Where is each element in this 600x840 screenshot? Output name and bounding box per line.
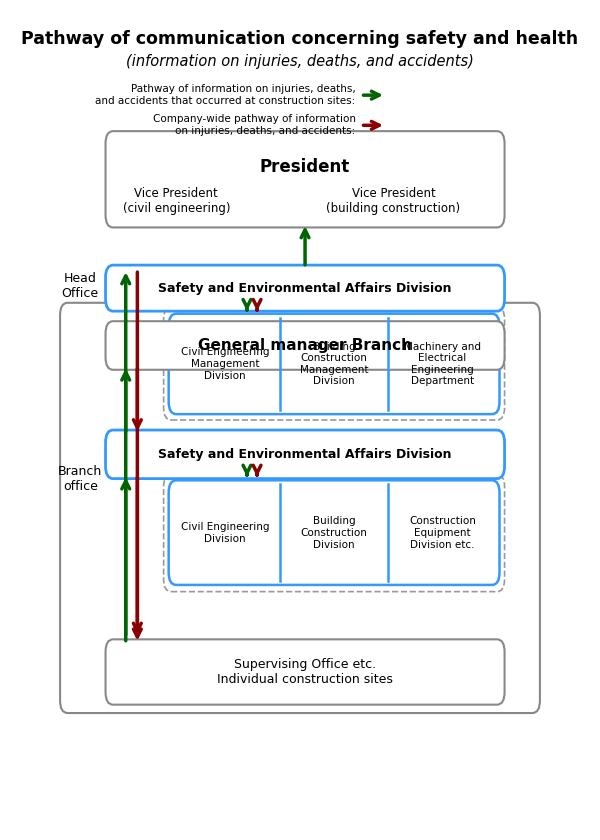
Text: Vice President
(civil engineering): Vice President (civil engineering) bbox=[122, 186, 230, 215]
Text: Building
Construction
Division: Building Construction Division bbox=[301, 517, 367, 549]
FancyBboxPatch shape bbox=[169, 480, 500, 585]
Text: Vice President
(building construction): Vice President (building construction) bbox=[326, 186, 461, 215]
Text: (information on injuries, deaths, and accidents): (information on injuries, deaths, and ac… bbox=[126, 54, 474, 69]
Text: Company-wide pathway of information
on injuries, deaths, and accidents:: Company-wide pathway of information on i… bbox=[152, 114, 356, 136]
Text: Machinery and
Electrical
Engineering
Department: Machinery and Electrical Engineering Dep… bbox=[404, 342, 481, 386]
FancyBboxPatch shape bbox=[106, 430, 505, 479]
Text: Branch
office: Branch office bbox=[58, 465, 103, 492]
FancyBboxPatch shape bbox=[169, 313, 500, 414]
FancyBboxPatch shape bbox=[164, 307, 505, 420]
Text: Construction
Equipment
Division etc.: Construction Equipment Division etc. bbox=[409, 517, 476, 549]
FancyBboxPatch shape bbox=[164, 475, 505, 591]
Text: Pathway of communication concerning safety and health: Pathway of communication concerning safe… bbox=[22, 30, 578, 48]
FancyBboxPatch shape bbox=[106, 321, 505, 370]
Text: Safety and Environmental Affairs Division: Safety and Environmental Affairs Divisio… bbox=[158, 448, 452, 461]
FancyBboxPatch shape bbox=[60, 302, 540, 713]
Text: Building
Construction
Management
Division: Building Construction Management Divisio… bbox=[299, 342, 368, 386]
Text: Civil Engineering
Management
Division: Civil Engineering Management Division bbox=[181, 347, 269, 381]
FancyBboxPatch shape bbox=[106, 131, 505, 228]
Text: Safety and Environmental Affairs Division: Safety and Environmental Affairs Divisio… bbox=[158, 282, 452, 295]
Text: Pathway of information on injuries, deaths,
and accidents that occurred at const: Pathway of information on injuries, deat… bbox=[95, 84, 356, 106]
Text: General manager Branch: General manager Branch bbox=[198, 338, 412, 353]
Text: Head
Office: Head Office bbox=[62, 272, 99, 300]
Text: Supervising Office etc.
Individual construction sites: Supervising Office etc. Individual const… bbox=[217, 658, 393, 686]
FancyBboxPatch shape bbox=[106, 639, 505, 705]
Text: President: President bbox=[260, 158, 350, 176]
FancyBboxPatch shape bbox=[106, 265, 505, 311]
Text: Civil Engineering
Division: Civil Engineering Division bbox=[181, 522, 269, 543]
